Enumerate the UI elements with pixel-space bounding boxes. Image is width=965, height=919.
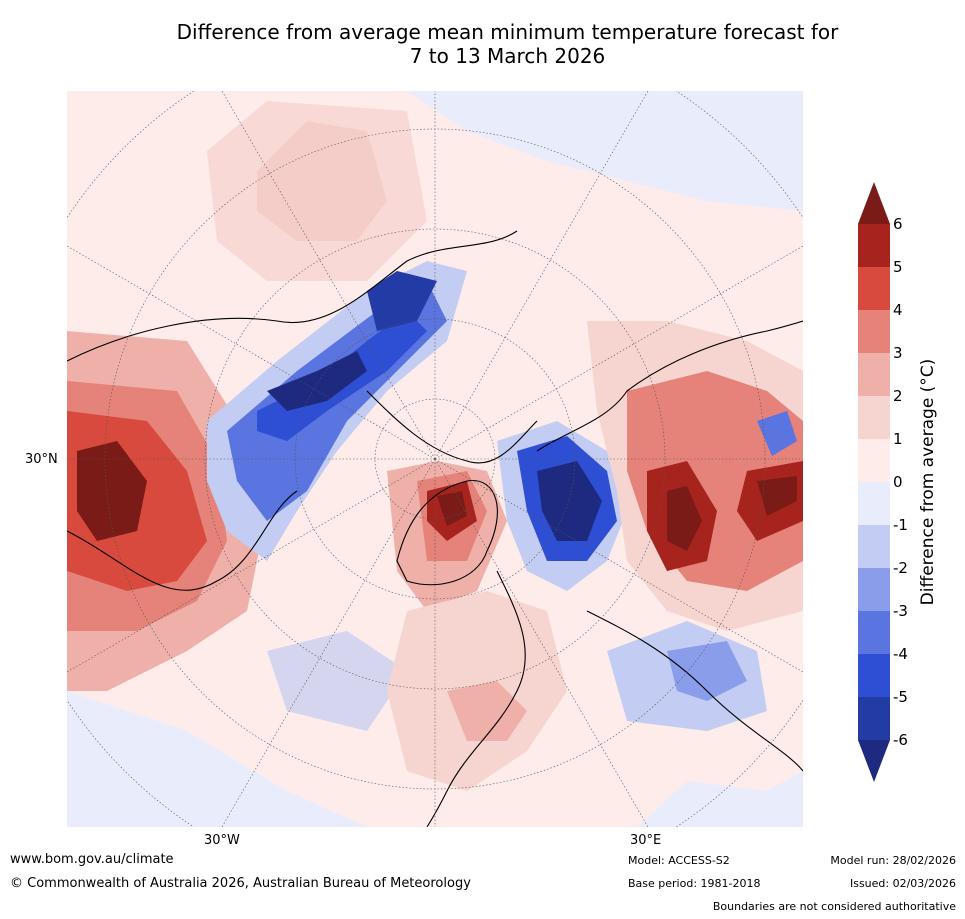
- footer-base-period: Base period: 1981-2018: [628, 877, 761, 890]
- colorbar-tick-label: 0: [893, 473, 903, 491]
- footer-disclaimer: Boundaries are not considered authoritat…: [712, 900, 956, 913]
- colorbar-band: [858, 482, 890, 526]
- colorbar-band: [858, 353, 890, 397]
- colorbar: [858, 182, 890, 782]
- colorbar-tick-label: 1: [893, 430, 903, 448]
- title-line-2: 7 to 13 March 2026: [409, 44, 606, 68]
- footer-url[interactable]: www.bom.gov.au/climate: [10, 852, 174, 867]
- colorbar-band: [858, 697, 890, 741]
- lon-label-30e: 30°E: [630, 833, 662, 848]
- colorbar-band: [858, 310, 890, 354]
- colorbar-tick-label: -6: [893, 731, 908, 749]
- colorbar-band: [858, 654, 890, 698]
- colorbar-label: Difference from average (°C): [918, 358, 938, 606]
- colorbar-tick-label: -5: [893, 688, 908, 706]
- colorbar-tick-label: 6: [893, 215, 903, 233]
- colorbar-tick-label: 5: [893, 258, 903, 276]
- colorbar-band: [858, 267, 890, 311]
- footer-copyright: © Commonwealth of Australia 2026, Austra…: [10, 876, 471, 891]
- lon-label-30w: 30°W: [204, 833, 240, 848]
- lat-label-30n: 30°N: [25, 452, 58, 467]
- colorbar-band: [858, 224, 890, 268]
- colorbar-tick-label: -2: [893, 559, 908, 577]
- footer-model-run: Model run: 28/02/2026: [830, 854, 956, 867]
- anomaly-map: [67, 91, 803, 827]
- colorbar-band: [858, 439, 890, 483]
- colorbar-extend-max: [858, 182, 890, 224]
- colorbar-tick-label: 3: [893, 344, 903, 362]
- colorbar-tick-label: -4: [893, 645, 908, 663]
- colorbar-band: [858, 396, 890, 440]
- footer-issued: Issued: 02/03/2026: [849, 877, 956, 890]
- colorbar-extend-min: [858, 740, 890, 782]
- colorbar-band: [858, 525, 890, 569]
- colorbar-tick-label: -3: [893, 602, 908, 620]
- colorbar-tick-label: 4: [893, 301, 903, 319]
- colorbar-band: [858, 611, 890, 655]
- map-title: Difference from average mean minimum tem…: [0, 20, 965, 68]
- title-line-1: Difference from average mean minimum tem…: [176, 20, 839, 44]
- colorbar-tick-label: -1: [893, 516, 908, 534]
- colorbar-tick-label: 2: [893, 387, 903, 405]
- footer-model: Model: ACCESS-S2: [628, 854, 730, 867]
- colorbar-band: [858, 568, 890, 612]
